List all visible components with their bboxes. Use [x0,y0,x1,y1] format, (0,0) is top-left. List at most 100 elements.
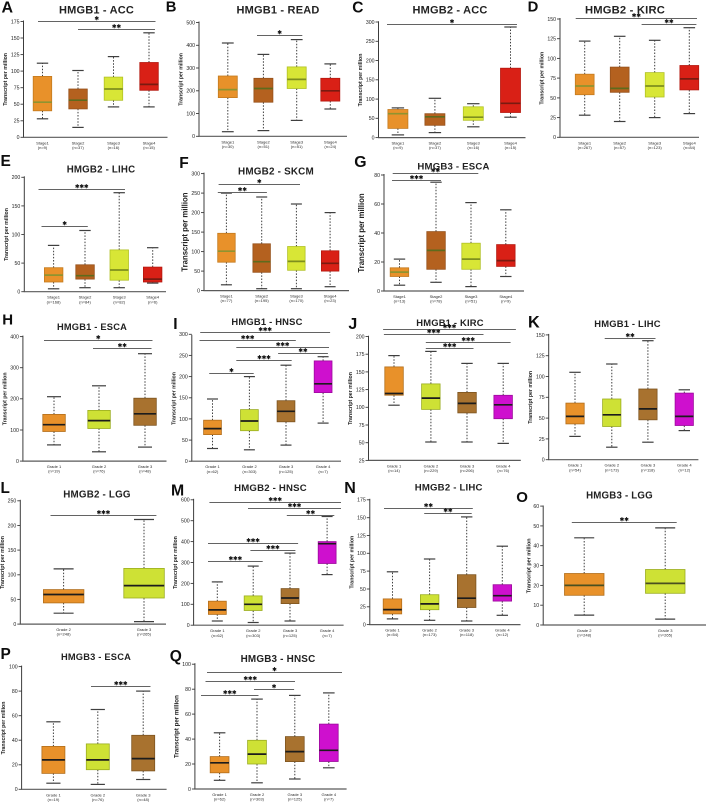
svg-text:Stage1: Stage1 [578,140,592,145]
svg-text:C: C [352,0,363,16]
svg-text:150: 150 [8,548,17,554]
svg-text:Stage4: Stage4 [504,141,518,146]
svg-text:(n=123): (n=123) [648,145,663,150]
svg-text:(n=173): (n=173) [423,632,438,637]
svg-text:(n=76): (n=76) [92,797,104,802]
svg-text:Grade 1: Grade 1 [212,792,227,797]
svg-text:(n=84): (n=84) [79,299,91,304]
svg-text:HMGB3 - HNSC: HMGB3 - HNSC [241,654,316,665]
svg-text:100: 100 [8,573,17,579]
svg-text:M: M [171,482,184,499]
svg-text:(n=84): (n=84) [683,145,695,150]
svg-text:30: 30 [533,563,539,569]
svg-text:500: 500 [181,519,190,525]
svg-text:Grade 2: Grade 2 [422,628,437,633]
svg-text:200: 200 [366,58,375,64]
svg-text:75: 75 [359,423,365,429]
svg-text:Stage4: Stage4 [146,295,160,300]
svg-text:150: 150 [12,204,21,210]
svg-text:0: 0 [377,289,380,295]
svg-text:0: 0 [17,290,20,296]
svg-text:150: 150 [357,516,366,522]
svg-text:(n=248): (n=248) [57,632,72,637]
svg-text:K: K [528,313,540,331]
svg-text:(n=62): (n=62) [214,797,226,802]
svg-text:Grade 2: Grade 2 [424,463,439,468]
svg-text:Stage3: Stage3 [113,295,127,300]
svg-text:(n=62): (n=62) [207,469,219,474]
svg-text:Transcript per million: Transcript per million [527,538,533,593]
svg-text:(n=37): (n=37) [429,145,441,150]
svg-text:(n=82): (n=82) [113,299,125,304]
svg-text:(n=303): (n=303) [250,797,265,802]
svg-text:50: 50 [533,524,539,530]
svg-text:Stage2: Stage2 [430,294,444,299]
svg-text:(n=51): (n=51) [465,299,477,304]
svg-text:Stage3: Stage3 [467,141,481,146]
svg-text:300: 300 [366,20,375,26]
svg-text:100: 100 [547,56,556,62]
svg-text:(n=77): (n=77) [220,298,232,303]
svg-text:(n=173): (n=173) [605,467,620,472]
svg-text:HMGB2 - HNSC: HMGB2 - HNSC [234,483,307,494]
svg-text:Grade 3: Grade 3 [136,792,151,797]
svg-text:J: J [348,316,357,333]
svg-text:Grade 4: Grade 4 [496,463,511,468]
svg-text:0: 0 [553,135,556,141]
svg-text:HMGB1 - HNSC: HMGB1 - HNSC [231,316,302,327]
svg-text:50: 50 [360,587,366,593]
svg-text:50: 50 [359,441,365,447]
svg-text:Grade 2: Grade 2 [56,627,71,632]
svg-text:Transcript per million: Transcript per million [1,702,7,755]
svg-text:250: 250 [191,191,200,197]
svg-text:(n=265): (n=265) [658,633,673,638]
svg-text:Transcript per million: Transcript per million [3,53,9,106]
svg-text:Stage2: Stage2 [428,141,442,146]
svg-text:100: 100 [366,97,375,103]
svg-text:E: E [1,153,11,170]
svg-text:(n=6): (n=6) [148,299,158,304]
svg-text:80: 80 [185,687,191,693]
svg-text:100: 100 [191,250,200,256]
svg-text:(n=24): (n=24) [324,144,336,149]
svg-text:50: 50 [539,416,545,422]
svg-text:400: 400 [10,335,19,341]
svg-text:150: 150 [179,396,188,402]
svg-text:(n=303): (n=303) [246,633,261,638]
svg-text:(n=62): (n=62) [211,633,223,638]
svg-text:Stage1: Stage1 [36,140,50,145]
svg-text:P: P [1,646,11,663]
svg-text:0: 0 [16,459,19,465]
svg-text:100: 100 [536,374,545,380]
svg-text:150: 150 [536,333,545,339]
svg-text:Transcript per million: Transcript per million [358,54,364,107]
svg-text:N: N [344,480,356,497]
svg-text:(n=51): (n=51) [291,144,303,149]
svg-text:300: 300 [10,366,19,372]
svg-text:100: 100 [10,428,19,434]
svg-text:75: 75 [539,395,545,401]
svg-text:D: D [528,0,539,16]
svg-text:75: 75 [550,76,556,82]
svg-text:Grade 1: Grade 1 [46,792,61,797]
svg-text:50: 50 [14,102,20,108]
svg-text:Grade 3: Grade 3 [138,464,153,469]
svg-text:F: F [179,155,188,172]
svg-text:60: 60 [374,202,380,208]
svg-text:(n=15): (n=15) [143,145,155,150]
svg-text:(n=195): (n=195) [255,298,270,303]
svg-text:0: 0 [363,623,366,629]
svg-text:Grade 3: Grade 3 [287,792,302,797]
svg-text:HMGB2 - SKCM: HMGB2 - SKCM [238,167,314,178]
svg-text:50: 50 [11,597,17,603]
svg-text:(n=76): (n=76) [93,469,105,474]
svg-text:Stage1: Stage1 [47,295,61,300]
svg-text:HMGB3 - LGG: HMGB3 - LGG [586,491,653,502]
svg-text:(n=9): (n=9) [501,299,511,304]
svg-text:Stage2: Stage2 [257,139,271,144]
svg-text:O: O [516,489,528,506]
svg-text:Stage1: Stage1 [221,139,235,144]
svg-text:200: 200 [10,397,19,403]
svg-text:(n=168): (n=168) [47,299,62,304]
svg-text:Grade 4: Grade 4 [677,463,692,468]
